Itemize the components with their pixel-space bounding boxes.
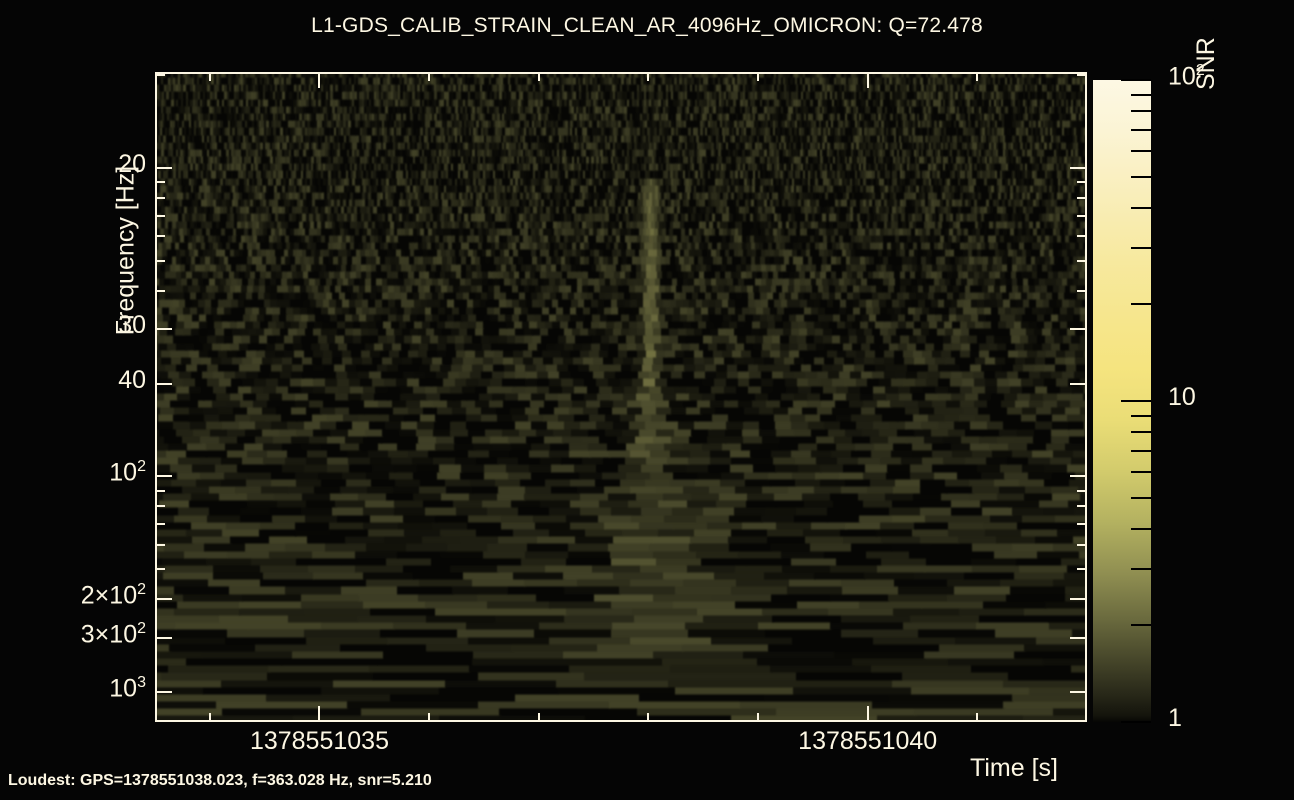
colorbar-tick — [1131, 128, 1151, 131]
y-tick-right — [1070, 382, 1087, 385]
y-tick-right — [1077, 523, 1087, 526]
colorbar-tick — [1131, 567, 1151, 570]
colorbar-tick-label: 102 — [1168, 62, 1205, 91]
x-tick-top — [757, 72, 760, 81]
x-tick-top — [537, 72, 540, 81]
y-tick — [155, 505, 165, 508]
y-tick-right — [1070, 475, 1087, 478]
y-tick-right — [1077, 74, 1087, 77]
y-tick — [155, 196, 165, 199]
y-tick — [155, 543, 165, 546]
loudest-event-caption: Loudest: GPS=1378551038.023, f=363.028 H… — [8, 772, 432, 789]
x-tick — [537, 713, 540, 722]
spectrogram-plot-area[interactable] — [155, 72, 1087, 722]
x-tick-top — [208, 72, 211, 81]
y-tick — [155, 598, 172, 601]
y-tick-label: 40 — [118, 365, 146, 394]
x-tick-top — [318, 72, 321, 88]
x-tick — [208, 713, 211, 722]
y-tick-right — [1077, 259, 1087, 262]
y-tick-right — [1070, 691, 1087, 694]
y-tick-right — [1077, 505, 1087, 508]
page-title: L1-GDS_CALIB_STRAIN_CLEAN_AR_4096Hz_OMIC… — [311, 14, 983, 37]
colorbar-tick — [1131, 527, 1151, 530]
y-tick-right — [1077, 568, 1087, 571]
y-tick — [155, 523, 165, 526]
y-tick-right — [1070, 328, 1087, 331]
y-tick-right — [1077, 196, 1087, 199]
y-tick — [155, 489, 165, 492]
colorbar-tick — [1131, 246, 1151, 249]
colorbar-tick — [1131, 110, 1151, 113]
y-tick-label: 2×102 — [80, 581, 146, 610]
colorbar-tick — [1131, 175, 1151, 178]
y-tick-right — [1070, 167, 1087, 170]
colorbar-title: SNR — [1192, 37, 1220, 90]
colorbar-tick-label: 10 — [1168, 383, 1196, 411]
y-tick-right — [1077, 235, 1087, 238]
y-tick — [155, 691, 172, 694]
y-tick — [155, 568, 165, 571]
y-axis-title: Frequency [Hz] — [111, 165, 140, 336]
y-tick-right — [1070, 636, 1087, 639]
y-tick — [155, 475, 172, 478]
y-tick — [155, 259, 165, 262]
y-tick-label: 102 — [109, 458, 146, 487]
x-tick — [866, 706, 869, 722]
y-tick — [155, 328, 172, 331]
y-tick-right — [1077, 181, 1087, 184]
spectrogram-image — [155, 72, 1087, 722]
x-tick — [976, 713, 979, 722]
x-tick — [428, 713, 431, 722]
x-tick — [1086, 713, 1087, 722]
colorbar-tick — [1131, 496, 1151, 499]
colorbar-tick — [1131, 93, 1151, 96]
colorbar-tick — [1131, 471, 1151, 474]
colorbar-tick — [1131, 449, 1151, 452]
x-tick-top — [647, 72, 650, 81]
x-tick — [318, 706, 321, 722]
colorbar-tick — [1121, 79, 1151, 81]
y-tick-label: 103 — [109, 674, 146, 703]
y-tick-label: 3×102 — [80, 619, 146, 649]
y-tick — [155, 167, 172, 170]
x-tick-top — [866, 72, 869, 88]
x-tick — [647, 713, 650, 722]
colorbar-tick — [1131, 624, 1151, 627]
colorbar-tick — [1121, 400, 1151, 402]
colorbar-tick — [1131, 414, 1151, 417]
y-tick-label: 30 — [118, 311, 146, 340]
y-tick — [155, 235, 165, 238]
y-tick-right — [1077, 543, 1087, 546]
y-tick-right — [1077, 489, 1087, 492]
colorbar-tick — [1131, 150, 1151, 153]
x-tick-top — [976, 72, 979, 81]
y-tick-right — [1077, 289, 1087, 292]
y-tick — [155, 289, 165, 292]
y-tick — [155, 382, 172, 385]
y-tick — [155, 214, 165, 217]
y-tick-right — [1070, 598, 1087, 601]
y-tick — [155, 636, 172, 639]
x-tick — [757, 713, 760, 722]
colorbar-tick — [1131, 431, 1151, 434]
colorbar-tick-label: 1 — [1168, 704, 1182, 732]
colorbar-tick — [1131, 206, 1151, 209]
x-tick-top — [1086, 72, 1087, 81]
colorbar-tick — [1121, 721, 1151, 723]
y-tick-right — [1077, 214, 1087, 217]
colorbar-tick — [1131, 303, 1151, 306]
y-tick — [155, 74, 165, 77]
x-tick-top — [428, 72, 431, 81]
x-axis-title: Time [s] — [970, 754, 1058, 782]
y-tick-label: 20 — [118, 150, 146, 179]
y-tick — [155, 181, 165, 184]
x-tick-label: 1378551040 — [798, 727, 938, 755]
x-tick-label: 1378551035 — [249, 727, 389, 755]
